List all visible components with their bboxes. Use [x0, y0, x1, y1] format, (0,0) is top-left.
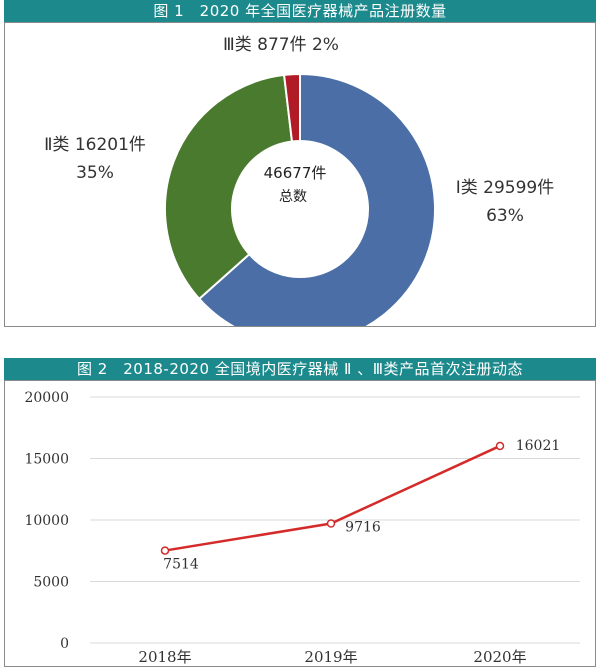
- data-point-2: [495, 441, 505, 451]
- donut-pct-1: 63%: [486, 206, 524, 226]
- y-tick-15000: 15000: [24, 452, 69, 468]
- donut-chart-frame: Ⅰ类 29599件 63% Ⅱ类 16201件 35% Ⅲ类 877件 2% 46677…: [4, 22, 596, 345]
- y-tick-10000: 10000: [24, 513, 69, 529]
- donut-slice-3: [282, 72, 301, 143]
- donut-pct-2: 35%: [76, 163, 114, 183]
- data-point-0: [160, 546, 170, 555]
- figure2-title: 图 2 2018-2020 全国境内医疗器械 Ⅱ 、Ⅲ类产品首次注册动态: [4, 358, 596, 380]
- donut-center-label: 总数: [279, 189, 307, 205]
- line-chart-frame: 0 5000 10000 15000 20000 2018年 2019年 2020年 751…: [4, 380, 596, 667]
- series-line: [164, 444, 501, 552]
- line-chart: 0 5000 10000 15000 20000 2018年 2019年 2020年 751…: [24, 390, 580, 666]
- figure1-title: 图 1 2020 年全国医疗器械产品注册数量: [4, 0, 596, 22]
- donut-label-3: Ⅲ类 877件 2%: [223, 35, 339, 55]
- y-tick-0: 0: [60, 636, 69, 652]
- x-tick-2: 2020年: [473, 648, 526, 666]
- data-label-1: 9716: [345, 519, 381, 535]
- x-tick-0: 2018年: [138, 648, 191, 666]
- data-label-0: 7514: [163, 557, 199, 573]
- data-label-2: 16021: [516, 438, 561, 454]
- data-point-1: [326, 519, 336, 528]
- y-tick-5000: 5000: [33, 575, 69, 591]
- donut-slice-2: [164, 73, 294, 301]
- y-tick-20000: 20000: [24, 390, 69, 406]
- donut-chart: Ⅰ类 29599件 63% Ⅱ类 16201件 35% Ⅲ类 877件 2% 46677…: [44, 35, 555, 345]
- x-tick-1: 2019年: [304, 648, 357, 666]
- donut-label-1: Ⅰ类 29599件: [456, 178, 555, 198]
- donut-label-2: Ⅱ类 16201件: [44, 135, 146, 155]
- donut-center-value: 46677件: [264, 164, 327, 182]
